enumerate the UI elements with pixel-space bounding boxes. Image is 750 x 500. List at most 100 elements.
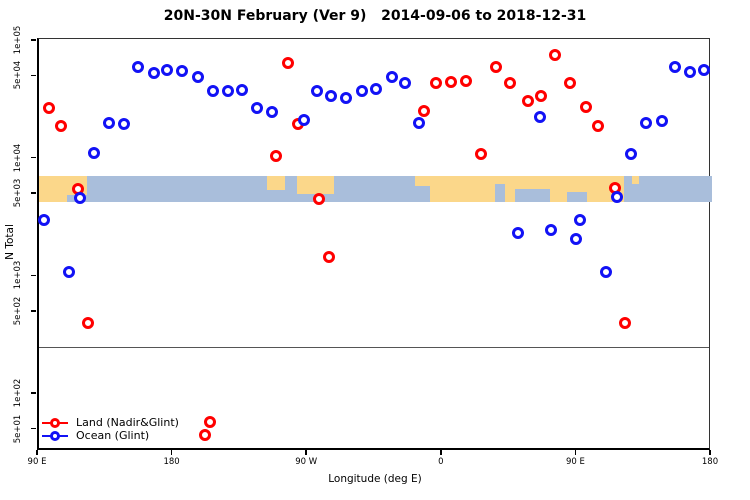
x-tick-label: 90 W <box>295 457 318 467</box>
x-tick-label: 180 <box>163 457 180 467</box>
data-point-ocean <box>324 90 337 103</box>
x-tick-label: 90 E <box>27 457 47 467</box>
data-point-land <box>270 149 283 162</box>
legend-label-ocean: Ocean (Glint) <box>76 429 150 442</box>
legend-label-land: Land (Nadir&Glint) <box>76 416 179 429</box>
y-tick <box>31 427 36 430</box>
data-point-ocean <box>545 224 558 237</box>
data-point-ocean <box>37 213 50 226</box>
y-tick <box>31 392 36 394</box>
data-point-ocean <box>356 85 369 98</box>
data-point-ocean <box>117 118 130 131</box>
map-band <box>39 176 712 202</box>
data-point-ocean <box>88 146 101 159</box>
data-point-ocean <box>639 117 652 130</box>
data-point-land <box>313 193 326 206</box>
land-segment <box>631 176 640 184</box>
data-point-land <box>322 251 335 264</box>
y-tick <box>31 192 36 194</box>
data-point-ocean <box>161 64 174 76</box>
data-point-ocean <box>655 115 668 128</box>
data-point-ocean <box>697 64 710 76</box>
data-point-land <box>591 119 604 132</box>
data-point-ocean <box>611 191 624 204</box>
x-tick <box>574 450 577 455</box>
data-point-land <box>418 104 431 117</box>
data-point-land <box>43 101 56 114</box>
land-segment <box>267 176 285 191</box>
data-point-ocean <box>569 233 582 246</box>
y-tick <box>31 39 36 41</box>
legend: Land (Nadir&Glint) Ocean (Glint) <box>42 416 179 442</box>
data-point-ocean <box>63 265 76 278</box>
x-tick <box>36 450 38 455</box>
data-point-ocean <box>131 61 144 74</box>
data-point-ocean <box>574 213 587 226</box>
y-tick-label: 5e+02 <box>13 296 23 326</box>
data-point-ocean <box>385 70 398 83</box>
data-point-ocean <box>684 66 696 79</box>
data-point-land <box>564 76 577 89</box>
x-tick <box>305 450 307 455</box>
legend-row-ocean: Ocean (Glint) <box>42 429 179 442</box>
x-tick-label: 90 E <box>565 457 585 467</box>
data-point-ocean <box>413 117 426 130</box>
ocean-segment <box>566 191 588 202</box>
data-point-ocean <box>370 83 383 96</box>
x-tick-label: 0 <box>438 457 444 467</box>
circle-marker-icon <box>50 417 60 428</box>
data-point-ocean <box>74 191 87 204</box>
data-point-land <box>475 147 488 160</box>
data-point-ocean <box>265 105 278 118</box>
y-tick <box>31 274 36 277</box>
data-point-land <box>444 75 457 88</box>
x-tick <box>440 450 442 455</box>
data-point-land <box>580 100 593 113</box>
data-point-land <box>522 94 535 107</box>
x-tick <box>709 450 711 455</box>
legend-row-land: Land (Nadir&Glint) <box>42 416 179 429</box>
data-point-ocean <box>297 113 310 126</box>
data-point-land <box>54 120 67 133</box>
data-point-ocean <box>340 91 353 104</box>
data-point-land <box>503 76 516 89</box>
y-tick-label: 5e+04 <box>13 61 23 90</box>
data-point-land <box>535 90 548 103</box>
x-tick <box>170 450 173 455</box>
y-tick <box>31 156 36 159</box>
data-point-ocean <box>148 66 160 79</box>
data-point-ocean <box>191 71 204 84</box>
legend-marker-land <box>42 417 68 428</box>
data-point-land <box>82 317 95 330</box>
y-tick <box>31 74 36 77</box>
data-point-land <box>548 48 561 61</box>
chart-title: 20N-30N February (Ver 9) 2014-09-06 to 2… <box>163 8 587 24</box>
data-point-ocean <box>624 147 637 160</box>
land-segment <box>415 176 431 187</box>
data-point-ocean <box>599 265 612 278</box>
land-segment <box>296 176 334 195</box>
reference-line <box>39 346 709 349</box>
data-point-ocean <box>512 226 525 239</box>
data-point-land <box>203 415 216 428</box>
x-tick-label: 180 <box>701 457 719 467</box>
data-point-land <box>459 75 472 88</box>
data-point-ocean <box>311 85 324 98</box>
data-point-land <box>199 428 212 441</box>
data-point-ocean <box>250 102 263 115</box>
y-tick <box>31 310 36 312</box>
data-point-land <box>618 317 631 330</box>
data-point-ocean <box>235 83 248 96</box>
x-axis-title: Longitude (deg E) <box>328 473 422 485</box>
ocean-segment <box>495 183 505 202</box>
data-point-ocean <box>668 61 681 74</box>
plot-area: Land (Nadir&Glint) Ocean (Glint) <box>37 38 712 450</box>
circle-marker-icon <box>50 430 60 441</box>
data-point-land <box>489 61 502 74</box>
data-point-ocean <box>176 65 189 78</box>
data-point-ocean <box>398 77 411 90</box>
data-point-land <box>282 57 295 70</box>
land-segment <box>39 194 68 202</box>
legend-marker-ocean <box>42 430 68 441</box>
